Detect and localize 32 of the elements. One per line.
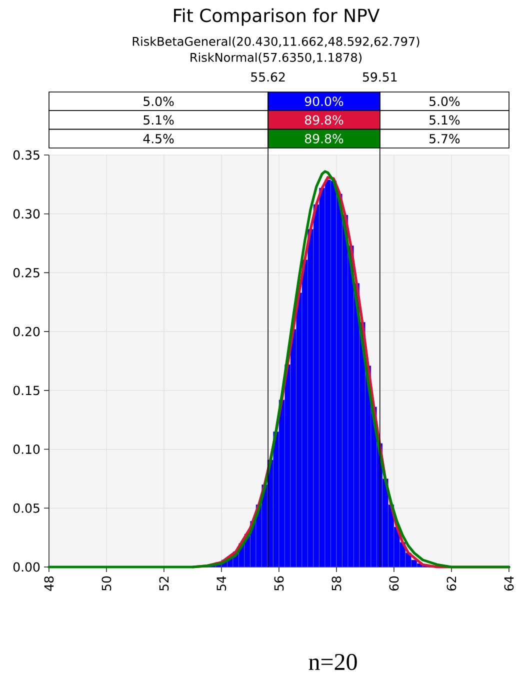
text: n=20	[308, 654, 357, 670]
x-tick-label: 64	[504, 576, 514, 591]
x-tick-label: 56	[274, 576, 284, 590]
y-tick-label: 0.10	[13, 444, 40, 454]
y-tick-label: 0.15	[13, 386, 40, 396]
x-tick-label: 54	[216, 576, 226, 590]
y-tick-label: 0.20	[13, 326, 40, 336]
text: RiskBetaGeneral(20.430,11.662,48.592,62.797)	[132, 36, 420, 48]
text: 89.8%	[304, 134, 344, 144]
text: 5.7%	[430, 134, 460, 144]
ref-line-label: 55.62	[251, 72, 285, 82]
text: 5.0%	[144, 96, 174, 106]
x-tick-label: 52	[159, 576, 169, 590]
x-tick-label: 50	[102, 576, 112, 590]
y-tick-label: 0.35	[13, 150, 40, 160]
x-tick-label: 58	[332, 576, 342, 590]
text: 5.1%	[144, 115, 174, 125]
text: 5.0%	[430, 96, 460, 106]
y-tick-label: 0.00	[13, 562, 40, 572]
text: 89.8%	[304, 115, 344, 125]
text: 90.0%	[304, 96, 344, 106]
x-tick-label: 60	[389, 576, 399, 591]
x-tick-label: 48	[44, 576, 54, 591]
text: 4.5%	[143, 134, 174, 144]
ref-line-label: 59.51	[362, 72, 397, 82]
y-tick-label: 0.05	[13, 503, 40, 513]
chart-title: Fit Comparison for NPV	[174, 8, 380, 26]
text: RiskNormal(57.6350,1.1878)	[190, 52, 362, 64]
text: 5.1%	[430, 115, 460, 125]
y-tick-label: 0.30	[13, 209, 40, 219]
y-tick-label: 0.25	[13, 268, 40, 278]
x-tick-label: 62	[446, 576, 456, 591]
